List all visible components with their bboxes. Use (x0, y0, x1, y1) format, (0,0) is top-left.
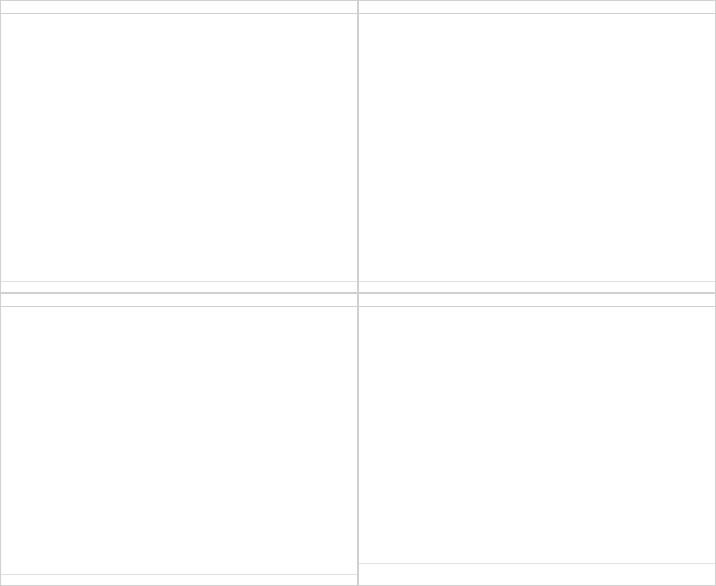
chart-grid (0, 0, 716, 586)
chart2-title (359, 1, 715, 14)
panel-chart4 (358, 293, 716, 586)
chart3-source (1, 574, 357, 585)
panel-chart2 (358, 0, 716, 293)
chart4-source (359, 563, 715, 585)
panel-chart3 (0, 293, 358, 586)
chart1-title (1, 1, 357, 14)
chart2-area (359, 14, 715, 281)
chart3-svg (9, 315, 349, 570)
chart4-svg (367, 315, 707, 559)
chart3-title (1, 294, 357, 307)
chart3-area (1, 307, 357, 574)
chart1-area (1, 14, 357, 281)
chart2-source (359, 281, 715, 292)
chart1-svg (9, 22, 349, 277)
panel-chart1 (0, 0, 358, 293)
chart4-title (359, 294, 715, 307)
chart1-source (1, 281, 357, 292)
chart2-svg (367, 22, 707, 277)
chart4-area (359, 307, 715, 563)
